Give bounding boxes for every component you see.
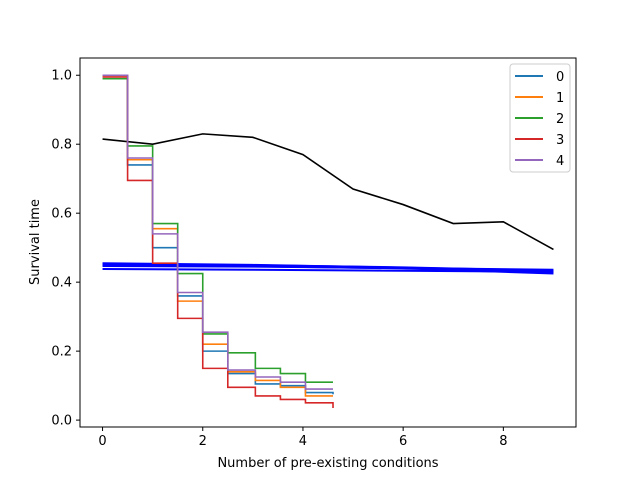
x-ticks: 0 2 4 6 8 xyxy=(98,427,507,449)
legend: 0 1 2 3 4 xyxy=(509,63,571,173)
y-tick-label: 1.0 xyxy=(51,69,72,84)
y-ticks: 0.0 0.2 0.4 0.6 0.8 1.0 xyxy=(51,69,80,429)
legend-label-2: 2 xyxy=(556,112,564,127)
legend-label-3: 3 xyxy=(556,133,564,148)
x-tick-label: 6 xyxy=(399,434,407,449)
legend-items: 0 1 2 3 4 xyxy=(515,70,564,169)
step-series-0 xyxy=(102,74,334,395)
legend-label-0: 0 xyxy=(556,70,564,85)
y-tick-label: 0.2 xyxy=(51,345,72,360)
step-series-1 xyxy=(102,74,334,397)
x-tick-label: 8 xyxy=(499,434,507,449)
step-series-3 xyxy=(102,76,334,409)
legend-label-4: 4 xyxy=(556,154,564,169)
legend-label-1: 1 xyxy=(556,91,564,106)
x-tick-label: 0 xyxy=(98,434,106,449)
step-series xyxy=(102,74,334,409)
trend-line-0 xyxy=(102,133,554,251)
step-series-4 xyxy=(102,74,334,390)
y-tick-label: 0.0 xyxy=(51,414,72,429)
y-tick-label: 0.6 xyxy=(51,207,72,222)
x-tick-label: 2 xyxy=(199,434,207,449)
x-axis-label: Number of pre-existing conditions xyxy=(217,456,438,471)
y-tick-label: 0.4 xyxy=(51,276,72,291)
step-series-2 xyxy=(102,77,334,383)
trend-lines xyxy=(102,133,554,251)
x-tick-label: 4 xyxy=(299,434,307,449)
y-axis-label: Survival time xyxy=(28,199,43,285)
band-lines xyxy=(102,262,554,275)
y-tick-label: 0.8 xyxy=(51,138,72,153)
plot-frame xyxy=(79,57,577,428)
